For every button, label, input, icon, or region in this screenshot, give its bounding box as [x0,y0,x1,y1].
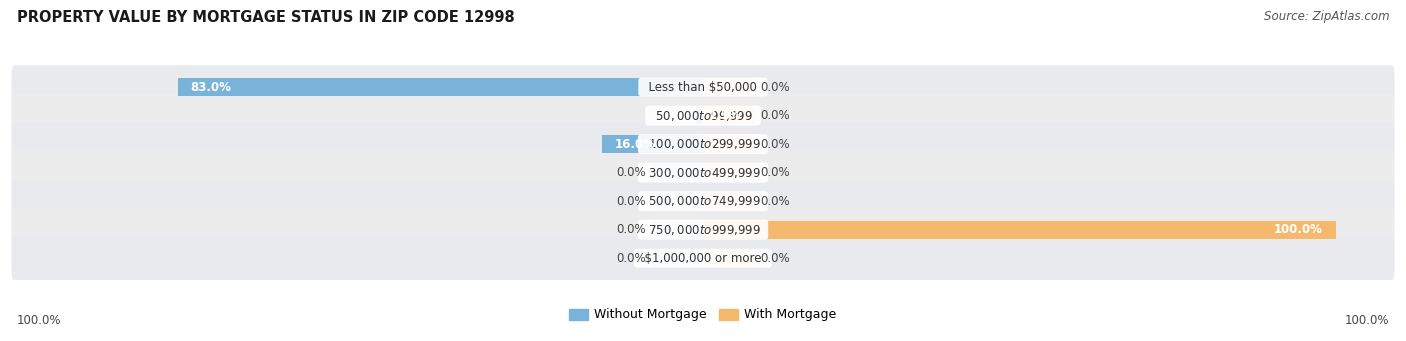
Bar [703,249,754,267]
Bar [602,135,703,153]
Text: Source: ZipAtlas.com: Source: ZipAtlas.com [1264,10,1389,23]
Text: 0.0%: 0.0% [759,166,790,179]
FancyBboxPatch shape [11,65,1395,109]
Text: 0.0%: 0.0% [759,109,790,122]
Bar [703,164,754,181]
Text: 1.1%: 1.1% [709,109,741,122]
Text: 0.0%: 0.0% [759,195,790,208]
Text: 0.0%: 0.0% [759,252,790,265]
Bar [652,164,703,181]
Text: 83.0%: 83.0% [191,80,232,93]
Text: $100,000 to $299,999: $100,000 to $299,999 [641,137,765,151]
Bar [652,249,703,267]
Bar [652,192,703,210]
Bar [703,78,754,96]
Text: $500,000 to $749,999: $500,000 to $749,999 [641,194,765,208]
Text: PROPERTY VALUE BY MORTGAGE STATUS IN ZIP CODE 12998: PROPERTY VALUE BY MORTGAGE STATUS IN ZIP… [17,10,515,25]
Bar [696,107,703,124]
FancyBboxPatch shape [11,237,1395,280]
FancyBboxPatch shape [11,208,1395,251]
Text: 100.0%: 100.0% [17,314,62,327]
Bar [703,192,754,210]
FancyBboxPatch shape [11,179,1395,223]
Text: $300,000 to $499,999: $300,000 to $499,999 [641,166,765,180]
FancyBboxPatch shape [11,122,1395,166]
Text: 0.0%: 0.0% [616,252,647,265]
Bar [179,78,703,96]
Text: 0.0%: 0.0% [759,80,790,93]
Text: 0.0%: 0.0% [759,138,790,151]
Text: 0.0%: 0.0% [616,195,647,208]
Text: 0.0%: 0.0% [616,166,647,179]
Text: 0.0%: 0.0% [616,223,647,236]
Bar [703,221,1336,239]
Text: $1,000,000 or more: $1,000,000 or more [637,252,769,265]
Text: $750,000 to $999,999: $750,000 to $999,999 [641,223,765,237]
Text: 100.0%: 100.0% [1344,314,1389,327]
Bar [652,221,703,239]
Bar [703,107,754,124]
FancyBboxPatch shape [11,151,1395,194]
Text: 100.0%: 100.0% [1274,223,1323,236]
Legend: Without Mortgage, With Mortgage: Without Mortgage, With Mortgage [569,308,837,321]
Bar [703,135,754,153]
Text: $50,000 to $99,999: $50,000 to $99,999 [648,108,758,122]
Text: 16.0%: 16.0% [614,138,655,151]
FancyBboxPatch shape [11,94,1395,137]
Text: Less than $50,000: Less than $50,000 [641,80,765,93]
